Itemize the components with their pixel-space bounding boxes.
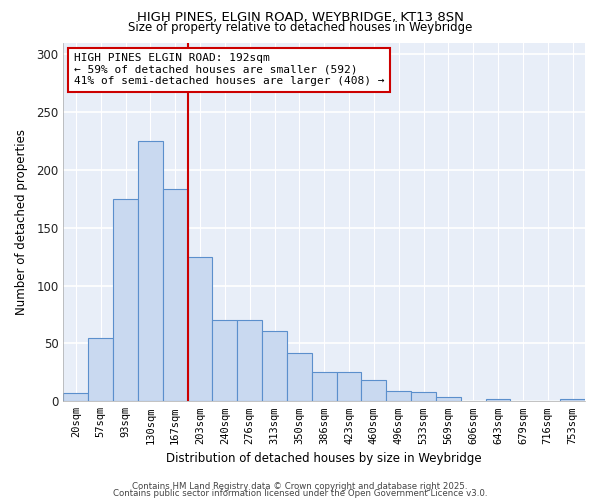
Bar [337,372,361,402]
Text: HIGH PINES ELGIN ROAD: 192sqm
← 59% of detached houses are smaller (592)
41% of : HIGH PINES ELGIN ROAD: 192sqm ← 59% of d… [74,54,385,86]
Bar [163,190,188,402]
Bar [212,320,237,402]
Bar [560,399,585,402]
Text: Contains HM Land Registry data © Crown copyright and database right 2025.: Contains HM Land Registry data © Crown c… [132,482,468,491]
Bar [64,393,88,402]
Bar [436,396,461,402]
Text: HIGH PINES, ELGIN ROAD, WEYBRIDGE, KT13 8SN: HIGH PINES, ELGIN ROAD, WEYBRIDGE, KT13 … [137,11,463,24]
Bar [188,256,212,402]
Bar [485,399,511,402]
X-axis label: Distribution of detached houses by size in Weybridge: Distribution of detached houses by size … [166,452,482,465]
Y-axis label: Number of detached properties: Number of detached properties [15,129,28,315]
Bar [262,330,287,402]
Bar [88,338,113,402]
Bar [113,199,138,402]
Bar [138,141,163,402]
Text: Contains public sector information licensed under the Open Government Licence v3: Contains public sector information licen… [113,489,487,498]
Bar [312,372,337,402]
Bar [237,320,262,402]
Text: Size of property relative to detached houses in Weybridge: Size of property relative to detached ho… [128,21,472,34]
Bar [361,380,386,402]
Bar [386,391,411,402]
Bar [411,392,436,402]
Bar [287,352,312,402]
